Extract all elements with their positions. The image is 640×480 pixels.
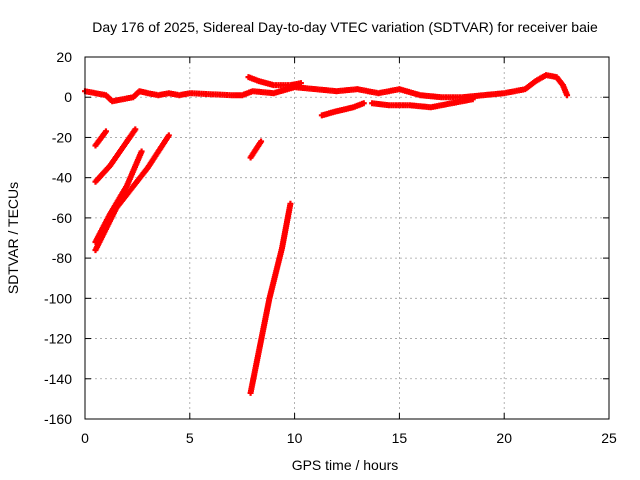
- data-point: [258, 138, 265, 145]
- y-tick-label: 20: [56, 49, 72, 65]
- x-tick-label: 20: [496, 430, 512, 446]
- series: [245, 74, 304, 89]
- series: [247, 138, 265, 161]
- x-axis-ticks: 0 5 10 15 20 25: [81, 57, 617, 446]
- data-point: [132, 126, 139, 133]
- x-tick-label: 15: [392, 430, 408, 446]
- data-point: [469, 96, 476, 103]
- data-point: [564, 92, 571, 99]
- y-tick-label: -40: [52, 170, 72, 186]
- y-axis-ticks: 20 0 -20 -40 -60 -80 -100 -120 -140 -160: [44, 49, 609, 427]
- y-axis-label: SDTVAR / TECUs: [5, 182, 21, 294]
- data-point: [360, 100, 367, 107]
- y-tick-label: -60: [52, 210, 72, 226]
- x-tick-label: 0: [81, 430, 89, 446]
- y-tick-label: -140: [44, 371, 72, 387]
- data-point: [102, 128, 109, 135]
- series: [92, 126, 139, 185]
- series: [92, 148, 145, 246]
- plot-frame: [84, 56, 610, 420]
- y-tick-label: -120: [44, 331, 72, 347]
- y-tick-label: -160: [44, 411, 72, 427]
- series: [318, 100, 367, 119]
- data-point: [165, 132, 172, 139]
- y-tick-label: -80: [52, 250, 72, 266]
- chart-title: Day 176 of 2025, Sidereal Day-to-day VTE…: [92, 19, 598, 35]
- series: [247, 200, 294, 396]
- series: [82, 72, 571, 105]
- grid-lines: [85, 57, 609, 419]
- data-point: [287, 200, 294, 207]
- series: [92, 132, 172, 254]
- data-point: [138, 148, 145, 155]
- y-tick-label: -100: [44, 290, 72, 306]
- x-axis-label: GPS time / hours: [292, 457, 399, 473]
- data-points: [82, 72, 571, 396]
- data-point: [297, 80, 304, 87]
- series: [92, 128, 109, 149]
- y-tick-label: -20: [52, 129, 72, 145]
- x-tick-label: 25: [601, 430, 617, 446]
- series: [369, 96, 476, 111]
- x-tick-label: 10: [287, 430, 303, 446]
- x-tick-label: 5: [186, 430, 194, 446]
- y-tick-label: 0: [64, 89, 72, 105]
